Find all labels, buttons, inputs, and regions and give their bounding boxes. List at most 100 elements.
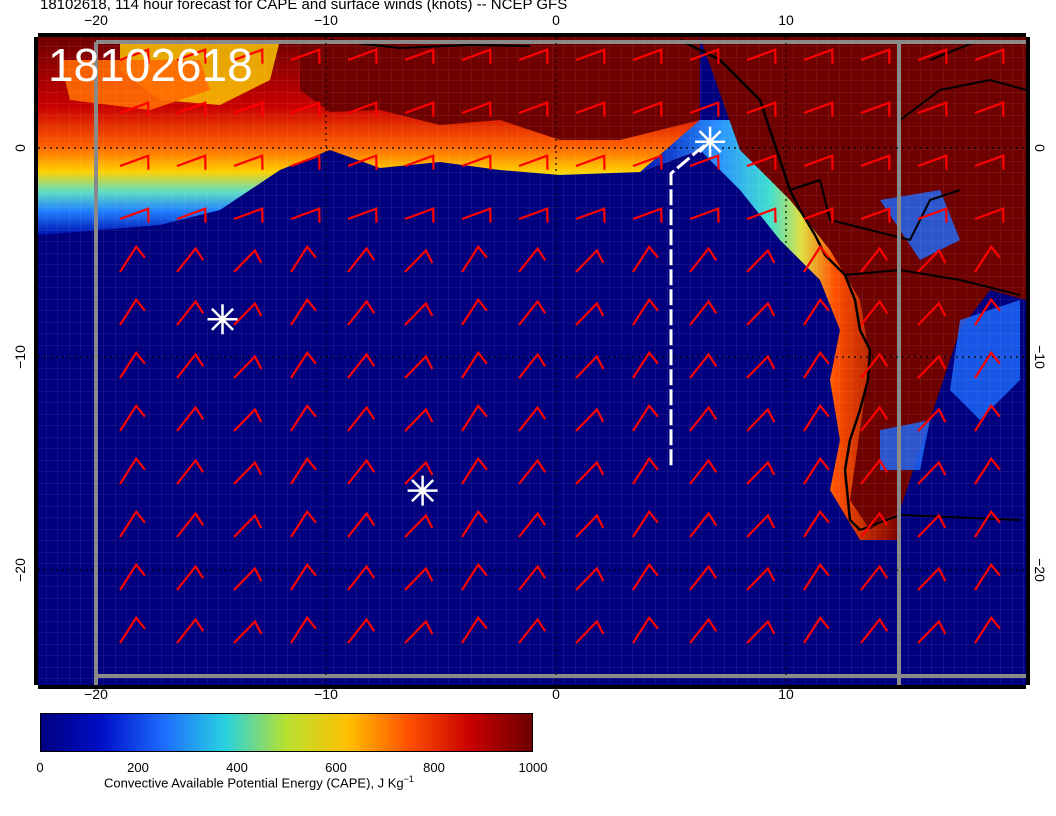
cape-colorbar [40, 713, 533, 752]
wind-barb [518, 154, 549, 170]
wind-barb [746, 207, 777, 223]
wind-barb [233, 513, 263, 538]
wind-barb [803, 615, 830, 644]
wind-barb [803, 48, 834, 64]
wind-barb [746, 513, 776, 538]
wind-barb [575, 48, 606, 64]
wind-barb [917, 354, 947, 379]
wind-barb [176, 511, 205, 538]
colorbar-label: Convective Available Potential Energy (C… [104, 774, 414, 791]
wind-barb [575, 207, 606, 223]
wind-barb [176, 405, 205, 432]
wind-barb [689, 48, 720, 64]
wind-barb [119, 48, 150, 64]
wind-barb [632, 562, 659, 591]
wind-barb [119, 509, 146, 538]
wind-barb [518, 48, 549, 64]
wind-barb [347, 207, 378, 223]
wind-barb [974, 509, 1001, 538]
wind-barb [176, 299, 205, 326]
wind-barb [290, 154, 321, 170]
wind-barb [917, 248, 947, 273]
wind-barb [290, 403, 317, 432]
wind-barb [233, 248, 263, 273]
wind-barb [176, 352, 205, 379]
wind-barb [347, 511, 376, 538]
wind-barb [803, 456, 830, 485]
domain-box [94, 40, 1026, 685]
wind-barb [290, 297, 317, 326]
wind-barb [689, 405, 718, 432]
wind-barb [632, 509, 659, 538]
wind-barb [518, 246, 547, 273]
wind-barb [689, 154, 720, 170]
asterisk-west-icon [207, 304, 238, 335]
wind-barb [347, 617, 376, 644]
y-tick-left: −10 [12, 345, 28, 369]
wind-barb [860, 458, 889, 485]
wind-barb [575, 101, 606, 117]
wind-barb [233, 619, 263, 644]
wind-barb [860, 352, 889, 379]
wind-barb [689, 101, 720, 117]
wind-barb [347, 48, 378, 64]
wind-barb [233, 101, 264, 117]
wind-barb [290, 48, 321, 64]
wind-barb [974, 154, 1005, 170]
wind-barb [860, 299, 889, 326]
wind-barb [119, 403, 146, 432]
wind-barb [119, 615, 146, 644]
wind-barb [575, 154, 606, 170]
wind-barb [632, 297, 659, 326]
wind-barb [461, 615, 488, 644]
wind-barb [974, 244, 1001, 273]
wind-barb [974, 562, 1001, 591]
y-tick-right: 0 [1032, 144, 1048, 152]
axis-frame [34, 33, 1030, 689]
wind-barb [689, 299, 718, 326]
wind-barb [119, 297, 146, 326]
wind-barb [746, 354, 776, 379]
wind-barb [575, 354, 605, 379]
wind-barb [290, 207, 321, 223]
wind-barb [518, 511, 547, 538]
wind-barb [347, 458, 376, 485]
wind-barb [461, 154, 492, 170]
wind-barb [404, 248, 434, 273]
wind-barb [803, 101, 834, 117]
wind-barb [803, 244, 830, 273]
wind-barb [176, 246, 205, 273]
colorbar-tick: 0 [36, 760, 44, 775]
wind-barb [404, 460, 434, 485]
wind-barb [803, 509, 830, 538]
wind-barb [461, 101, 492, 117]
wind-barbs [119, 48, 1005, 644]
wind-barb [860, 207, 891, 223]
wind-barb [974, 403, 1001, 432]
wind-barb [176, 617, 205, 644]
wind-barb [290, 456, 317, 485]
wind-barb [119, 350, 146, 379]
wind-barb [974, 350, 1001, 379]
wind-barb [632, 615, 659, 644]
wind-barb [917, 207, 948, 223]
x-tick-bottom: 0 [552, 686, 560, 702]
wind-barb [233, 354, 263, 379]
wind-barb [404, 513, 434, 538]
wind-barb [461, 297, 488, 326]
colorbar-tick: 800 [423, 760, 445, 775]
wind-barb [347, 299, 376, 326]
wind-barb [803, 562, 830, 591]
wind-barb [746, 248, 776, 273]
asterisk-northeast-icon [695, 126, 726, 157]
wind-barb [404, 48, 435, 64]
colorbar-tick: 200 [127, 760, 149, 775]
wind-barb [404, 566, 434, 591]
wind-barb [176, 564, 205, 591]
wind-barb [347, 405, 376, 432]
colorbar-tick: 400 [226, 760, 248, 775]
wind-barb [974, 456, 1001, 485]
date-stamp: 18102618 [48, 39, 253, 91]
wind-barb [746, 101, 777, 117]
